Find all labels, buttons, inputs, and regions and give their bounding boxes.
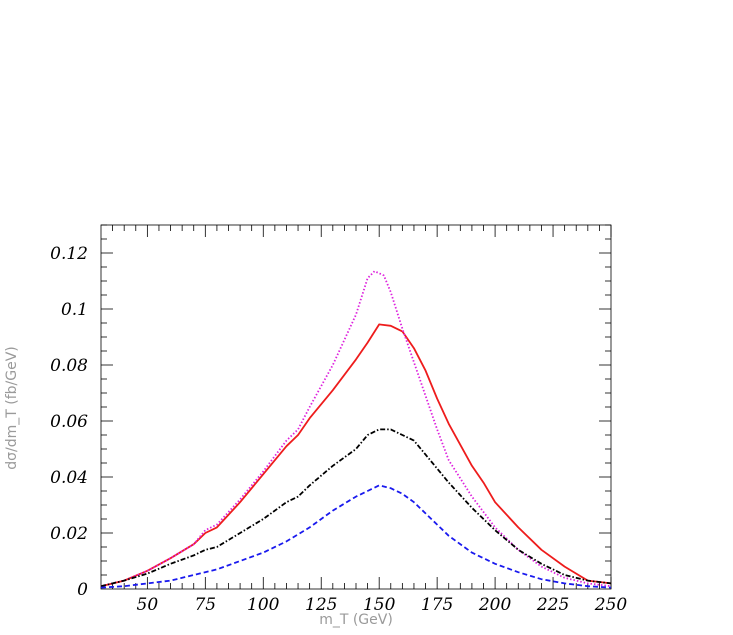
series-line-1 bbox=[100, 323, 612, 588]
y-axis-title: dσ/dm_T (fb/GeV) bbox=[4, 346, 20, 470]
x-tick-label: 150 bbox=[363, 595, 396, 615]
y-tick-label: 0.1 bbox=[61, 300, 88, 320]
series-lines bbox=[100, 270, 612, 589]
y-tick-label: 0 bbox=[77, 580, 88, 600]
x-tick-label: 225 bbox=[536, 595, 569, 615]
series-line-3 bbox=[100, 428, 612, 588]
x-tick-label: 100 bbox=[247, 595, 280, 615]
x-tick-label: 250 bbox=[594, 595, 628, 615]
x-tick-labels: 50 75 100 125 150 175 200 225 250 bbox=[137, 595, 628, 615]
x-axis-title: m_T (GeV) bbox=[319, 612, 393, 628]
x-tick-label: 75 bbox=[194, 595, 216, 615]
x-tick-label: 125 bbox=[305, 595, 337, 615]
series-line-4 bbox=[100, 484, 612, 589]
y-tick-label: 0.06 bbox=[50, 412, 88, 432]
y-tick-labels: 0 0.02 0.04 0.06 0.08 0.1 0.12 bbox=[50, 244, 88, 600]
x-tick-label: 50 bbox=[137, 595, 159, 615]
x-tick-label: 200 bbox=[478, 595, 512, 615]
y-tick-label: 0.04 bbox=[50, 468, 88, 488]
y-tick-label: 0.12 bbox=[50, 244, 88, 264]
x-tick-label: 175 bbox=[421, 595, 453, 615]
series-line-2 bbox=[100, 270, 612, 588]
tick-marks bbox=[101, 224, 612, 589]
y-tick-label: 0.02 bbox=[50, 524, 88, 544]
plot-frame bbox=[100, 224, 612, 590]
y-tick-label: 0.08 bbox=[50, 356, 88, 376]
